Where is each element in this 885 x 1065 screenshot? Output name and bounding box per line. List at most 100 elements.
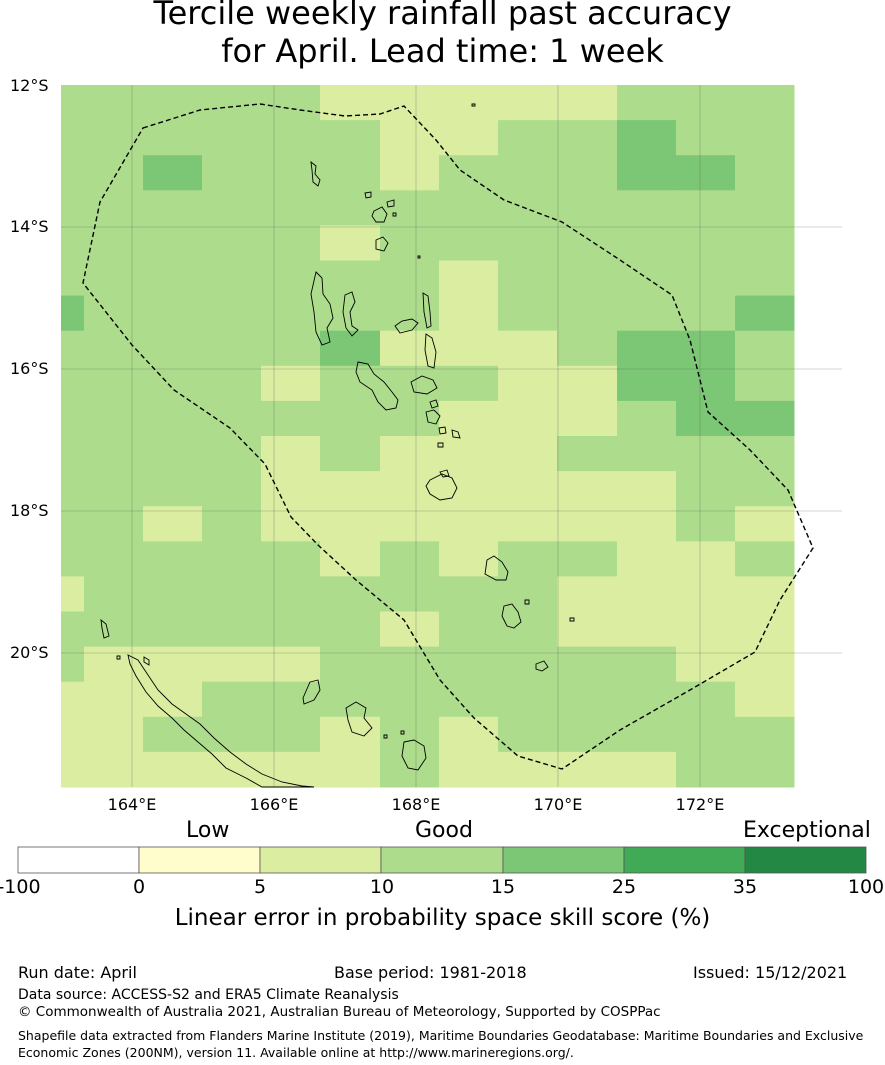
island-small-6 — [383, 734, 388, 739]
grid-cell — [202, 576, 262, 612]
island-belep — [100, 618, 110, 639]
grid-cell — [380, 295, 440, 332]
islands — [100, 103, 575, 788]
grid-cell — [676, 365, 736, 402]
grid-cell — [320, 506, 381, 542]
grid-cell — [676, 330, 736, 367]
grid-cell — [380, 225, 440, 261]
colorbar-tick: -100 — [0, 876, 41, 898]
grid-cell — [735, 611, 795, 648]
grid-cell — [498, 681, 558, 718]
island-futuna — [569, 617, 575, 622]
island-tongoa — [438, 426, 447, 435]
grid-cell — [320, 716, 381, 753]
grid-cell — [439, 576, 499, 612]
grid-cell — [261, 365, 321, 402]
grid-cell — [261, 611, 321, 648]
island-merelava — [392, 212, 397, 217]
grid-cell — [735, 646, 795, 683]
colorbar-tick: 100 — [847, 876, 885, 898]
island-new-caledonia — [127, 654, 315, 788]
grid-cell — [380, 611, 440, 648]
island-maewo — [422, 292, 432, 329]
grid-cell — [61, 225, 85, 261]
colorbar-tick: 0 — [132, 876, 146, 898]
grid-cell — [676, 400, 736, 437]
grid-cell — [735, 576, 795, 612]
grid-cell — [439, 611, 499, 648]
grid-cell — [617, 400, 677, 437]
grid-cell — [320, 260, 381, 297]
grid-cell — [84, 260, 144, 297]
grid-cell — [735, 120, 795, 156]
grid-cell — [617, 716, 677, 753]
grid-cell — [676, 225, 736, 261]
grid-cell — [676, 611, 736, 648]
grid-cell — [676, 295, 736, 332]
island-torres — [310, 160, 321, 187]
grid-cell — [143, 120, 203, 156]
grid-cell — [143, 436, 203, 472]
grid-cell — [380, 506, 440, 542]
grid-cell — [84, 295, 144, 332]
grid-cell — [439, 400, 499, 437]
grid-cell — [676, 716, 736, 753]
grid-cell — [439, 155, 499, 191]
grid-cell — [676, 471, 736, 507]
colorbar-box — [17, 846, 140, 874]
grid-cell — [557, 716, 618, 753]
grid-cell — [676, 681, 736, 718]
island-aneityum — [535, 660, 549, 672]
grid-cell — [320, 120, 381, 156]
colorbar-box — [138, 846, 261, 874]
lat-label-18s: 18°S — [10, 501, 49, 520]
grid-cell — [143, 576, 203, 612]
grid-cell — [617, 330, 677, 367]
grid-cell — [617, 506, 677, 542]
grid-cell — [557, 541, 618, 577]
grid-cell — [380, 541, 440, 577]
base-period: Base period: 1981-2018 — [334, 963, 527, 982]
grid-cell — [320, 400, 381, 437]
grid-cell — [557, 120, 618, 156]
island-lifou — [345, 701, 373, 737]
colorbar-tick: 10 — [369, 876, 395, 898]
grid-cell — [320, 471, 381, 507]
island-banks-1 — [364, 191, 372, 199]
grid-cell — [735, 155, 795, 191]
grid-cell — [498, 365, 558, 402]
grid-cell — [143, 85, 203, 121]
grid-cell — [617, 120, 677, 156]
grid-cell — [84, 330, 144, 367]
grid-cell — [380, 646, 440, 683]
grid-cell — [617, 225, 677, 261]
grid-cell — [84, 646, 144, 683]
grid-cell — [143, 541, 203, 577]
grid-cell — [617, 646, 677, 683]
island-gaua — [375, 236, 389, 252]
grid-cell — [557, 471, 618, 507]
grid-cell — [61, 506, 85, 542]
grid-cell — [143, 295, 203, 332]
grid-cell — [202, 85, 262, 121]
grid-cell — [380, 400, 440, 437]
run-date: Run date: April — [18, 963, 137, 982]
grid-cell — [498, 260, 558, 297]
grid-cell — [143, 260, 203, 297]
grid-cell — [202, 120, 262, 156]
island-erromango — [484, 555, 509, 581]
grid-cell — [380, 365, 440, 402]
grid-cell — [84, 611, 144, 648]
grid-cell — [61, 751, 85, 788]
grid-cell — [380, 436, 440, 472]
lat-label-20s: 20°S — [10, 643, 49, 662]
grid-cell — [84, 716, 144, 753]
grid-cell — [617, 576, 677, 612]
grid-cell — [617, 295, 677, 332]
island-mare — [401, 739, 427, 771]
grid-cell — [261, 225, 321, 261]
grid-cell — [498, 541, 558, 577]
grid-cell — [498, 576, 558, 612]
grid-cell — [320, 611, 381, 648]
grid-cell — [735, 260, 795, 297]
